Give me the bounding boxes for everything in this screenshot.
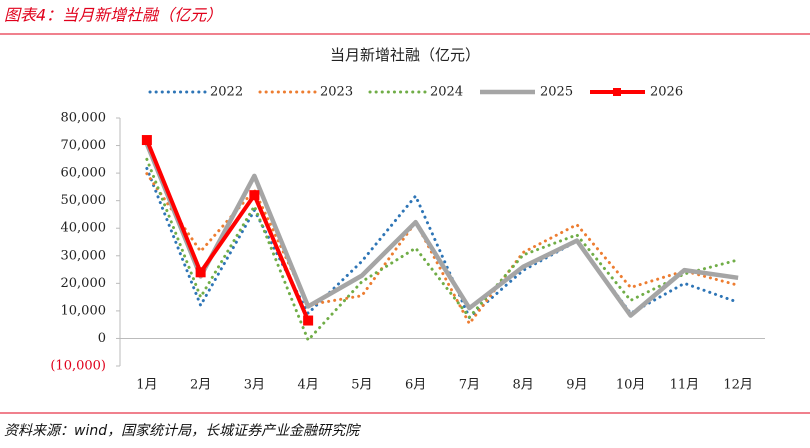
y-tick-label: 10,000 [61, 303, 107, 318]
y-tick-label: 50,000 [61, 193, 107, 208]
y-tick-label: 20,000 [61, 276, 107, 291]
x-tick-label: 8月 [512, 378, 533, 393]
y-tick-label: (10,000) [50, 359, 106, 374]
y-tick-label: 30,000 [61, 248, 107, 263]
y-tick-label: 0 [98, 331, 106, 346]
point-marker [249, 190, 260, 201]
legend-label: 2025 [540, 85, 573, 100]
point-marker [195, 267, 206, 278]
point-marker [141, 135, 152, 146]
series-line [145, 172, 740, 326]
x-tick-label: 7月 [459, 378, 480, 393]
legend-label: 2023 [320, 85, 353, 100]
x-tick-label: 2月 [190, 378, 211, 393]
x-tick-label: 5月 [351, 378, 372, 393]
series-line [145, 166, 740, 320]
page-title: 图表4：当月新增社融（亿元） [4, 6, 222, 25]
legend-label: 2024 [430, 85, 463, 100]
y-tick-label: 60,000 [61, 166, 107, 181]
x-tick-label: 1月 [136, 378, 157, 393]
point-marker [303, 315, 314, 326]
x-tick-label: 11月 [670, 378, 700, 393]
source-note: 资料来源：wind，国家统计局，长城证券产业金融研究院 [4, 423, 361, 439]
legend-marker [613, 88, 621, 96]
y-tick-label: 40,000 [61, 221, 107, 236]
x-tick-label: 6月 [405, 378, 426, 393]
legend-label: 2022 [210, 85, 243, 100]
x-tick-label: 12月 [723, 378, 753, 393]
series-line [145, 157, 740, 342]
y-tick-label: 80,000 [61, 111, 107, 126]
series-line [145, 139, 310, 322]
x-tick-label: 10月 [616, 378, 646, 393]
x-tick-label: 3月 [244, 378, 265, 393]
x-tick-label: 9月 [566, 378, 587, 393]
y-tick-label: 70,000 [61, 138, 107, 153]
legend-label: 2026 [650, 85, 683, 100]
x-tick-label: 4月 [297, 378, 318, 393]
series-line [144, 143, 739, 318]
chart-title: 当月新增社融（亿元） [330, 46, 480, 64]
